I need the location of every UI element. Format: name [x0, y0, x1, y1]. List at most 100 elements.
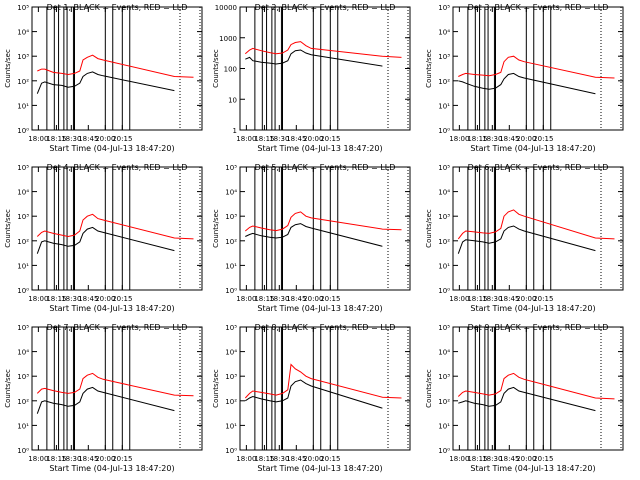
y-tick-label: 10: [228, 96, 237, 104]
x-tick-label: 18:45: [286, 135, 306, 143]
y-tick-label: 10³: [17, 373, 29, 381]
x-tick-label: 20:00: [516, 135, 536, 143]
y-tick-label: 10⁵: [17, 324, 29, 332]
y-tick-label: 10⁰: [225, 447, 237, 455]
plot-frame: [239, 166, 411, 291]
y-tick-label: 1: [233, 127, 237, 135]
x-tick-label: 18:30: [61, 135, 81, 143]
x-axis-label: Start Time (04-Jul-13 18:47:20): [257, 464, 382, 473]
y-tick-label: 10³: [225, 373, 237, 381]
x-tick-label: 18:00: [236, 135, 256, 143]
series-line-lld: [458, 55, 615, 79]
y-tick-label: 10²: [225, 398, 237, 406]
y-tick-label: 10⁴: [225, 189, 237, 197]
series-line-events: [36, 386, 175, 414]
x-tick-label: 18:00: [236, 295, 256, 303]
y-tick-label: 10⁵: [17, 4, 29, 12]
x-tick-label: 18:45: [78, 455, 98, 463]
y-tick-label: 10⁵: [438, 4, 450, 12]
x-axis-label: Start Time (04-Jul-13 18:47:20): [49, 304, 174, 313]
series-line-events: [36, 226, 175, 254]
x-tick-label: 18:45: [499, 295, 519, 303]
y-tick-label: 10⁴: [17, 349, 29, 357]
x-tick-label: 20:00: [95, 455, 115, 463]
series-line-lld: [37, 54, 194, 78]
panel-det-4: Det 4, BLACK = Events, RED = LLD10⁰10¹10…: [4, 163, 203, 313]
plot-frame: [239, 326, 411, 451]
y-tick-label: 10⁵: [225, 164, 237, 172]
y-tick-label: 10¹: [17, 102, 29, 110]
x-tick-label: 20:00: [303, 295, 323, 303]
x-tick-label: 18:45: [499, 455, 519, 463]
y-axis-label: Counts/sec: [4, 49, 12, 88]
x-tick-label: 18:15: [46, 135, 66, 143]
y-tick-label: 10⁴: [17, 29, 29, 37]
y-tick-label: 10⁴: [17, 189, 29, 197]
x-tick-label: 18:45: [78, 295, 98, 303]
x-axis-label: Start Time (04-Jul-13 18:47:20): [257, 144, 382, 153]
x-tick-label: 18:15: [467, 135, 487, 143]
y-tick-label: 10²: [17, 78, 29, 86]
series-line-events: [245, 49, 383, 67]
panel-det-7: Det 7, BLACK = Events, RED = LLD10⁰10¹10…: [4, 323, 203, 473]
series-line-lld: [36, 372, 194, 397]
x-tick-label: 20:15: [533, 135, 553, 143]
series-line-lld: [36, 213, 194, 240]
y-axis-label: Counts/sec: [425, 369, 433, 408]
x-tick-label: 20:15: [533, 455, 553, 463]
y-tick-label: 10³: [438, 213, 450, 221]
plot-frame: [452, 166, 624, 291]
y-axis-label: Counts/sec: [425, 209, 433, 248]
x-tick-label: 18:15: [254, 135, 274, 143]
x-tick-label: 18:45: [78, 135, 98, 143]
y-tick-label: 10³: [17, 53, 29, 61]
x-tick-label: 18:30: [482, 455, 502, 463]
y-tick-label: 10⁵: [438, 164, 450, 172]
y-tick-label: 10³: [438, 53, 450, 61]
panel-det-8: Det 8, BLACK = Events, RED = LLD10⁰10¹10…: [212, 323, 411, 473]
x-axis-label: Start Time (04-Jul-13 18:47:20): [49, 144, 174, 153]
y-tick-label: 10¹: [225, 262, 237, 270]
y-tick-label: 10²: [438, 238, 450, 246]
y-tick-label: 10²: [225, 238, 237, 246]
y-tick-label: 10⁵: [225, 324, 237, 332]
series-line-events: [458, 386, 596, 412]
x-tick-label: 18:00: [449, 295, 469, 303]
panel-det-2: Det 2, BLACK = Events, RED = LLD11010010…: [212, 3, 411, 153]
y-tick-label: 10⁰: [225, 287, 237, 295]
y-tick-label: 10⁴: [438, 29, 450, 37]
plot-frame: [452, 326, 624, 451]
x-tick-label: 18:30: [482, 135, 502, 143]
x-tick-label: 18:30: [482, 295, 502, 303]
panel-det-3: Det 3, BLACK = Events, RED = LLD10⁰10¹10…: [425, 3, 624, 153]
y-tick-label: 10²: [438, 78, 450, 86]
series-line-events: [458, 72, 596, 95]
y-tick-label: 1000: [219, 35, 237, 43]
plot-frame: [31, 166, 203, 291]
x-tick-label: 20:00: [303, 135, 323, 143]
x-tick-label: 18:00: [28, 135, 48, 143]
y-axis-label: Counts/sec: [212, 209, 220, 248]
y-tick-label: 10⁴: [438, 349, 450, 357]
y-tick-label: 10¹: [17, 262, 29, 270]
x-tick-label: 18:15: [254, 455, 274, 463]
y-axis-label: Counts/sec: [212, 369, 220, 408]
y-tick-label: 10²: [17, 238, 29, 246]
y-tick-label: 10⁰: [17, 287, 29, 295]
plot-frame: [452, 6, 624, 131]
panel-det-1: Det 1, BLACK = Events, RED = LLD10⁰10¹10…: [4, 3, 203, 153]
x-tick-label: 18:15: [46, 295, 66, 303]
y-tick-label: 10³: [225, 213, 237, 221]
panel-det-5: Det 5, BLACK = Events, RED = LLD10⁰10¹10…: [212, 163, 411, 313]
x-axis-label: Start Time (04-Jul-13 18:47:20): [470, 464, 595, 473]
x-tick-label: 20:00: [95, 295, 115, 303]
x-axis-label: Start Time (04-Jul-13 18:47:20): [49, 464, 174, 473]
x-axis-label: Start Time (04-Jul-13 18:47:20): [470, 144, 595, 153]
x-tick-label: 18:00: [449, 135, 469, 143]
x-tick-label: 20:15: [320, 295, 340, 303]
x-tick-label: 18:30: [269, 295, 289, 303]
y-tick-label: 10³: [17, 213, 29, 221]
panel-det-6: Det 6, BLACK = Events, RED = LLD10⁰10¹10…: [425, 163, 624, 313]
x-tick-label: 20:15: [320, 135, 340, 143]
y-axis-label: Counts/sec: [4, 369, 12, 408]
